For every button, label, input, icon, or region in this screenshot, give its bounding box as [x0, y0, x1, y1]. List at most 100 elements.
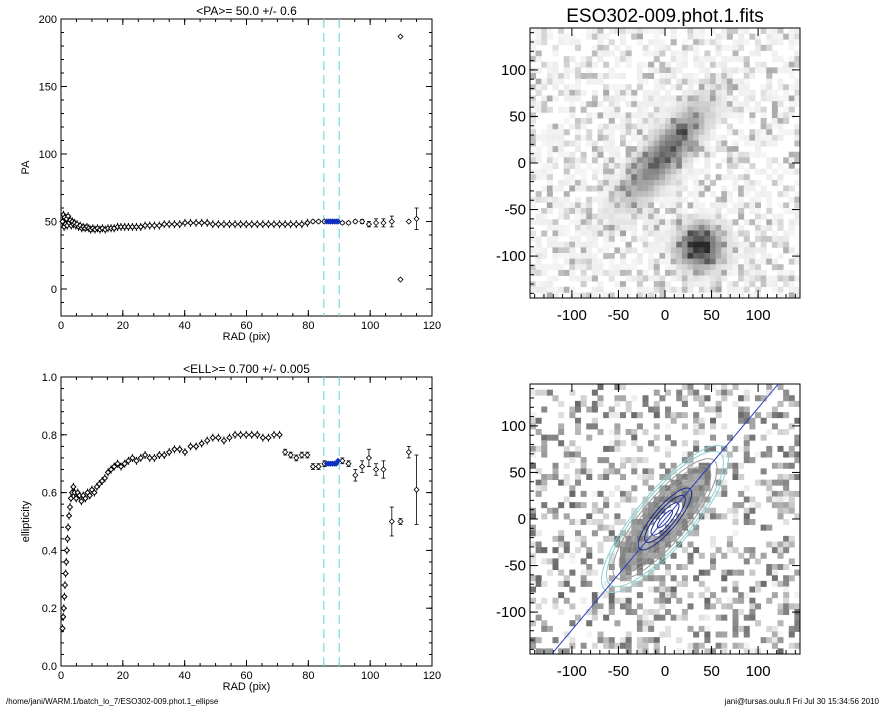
img-pixel — [777, 129, 784, 136]
res-pixel — [580, 395, 587, 402]
img-pixel — [546, 185, 553, 192]
res-pixel — [704, 603, 711, 610]
img-pixel — [636, 112, 643, 119]
img-pixel — [541, 286, 548, 293]
img-pixel — [591, 73, 598, 80]
img-pixel — [783, 275, 790, 282]
img-pixel — [558, 33, 565, 40]
res-pixel — [726, 547, 733, 554]
res-pixel — [788, 474, 795, 481]
img-pixel — [665, 286, 672, 293]
res-pixel — [580, 535, 587, 542]
img-pixel — [698, 146, 705, 153]
img-pixel — [777, 78, 784, 85]
res-pixel — [693, 496, 700, 503]
img-pixel — [631, 95, 638, 102]
res-pixel — [636, 474, 643, 481]
img-pixel — [681, 44, 688, 51]
img-pixel — [614, 264, 621, 271]
img-pixel — [620, 129, 627, 136]
ell-point — [365, 454, 372, 461]
img-pixel — [653, 78, 660, 85]
img-pixel — [603, 208, 610, 215]
res-pixel — [586, 580, 593, 587]
res-pixel — [569, 440, 576, 447]
img-pixel — [715, 112, 722, 119]
img-pixel — [681, 73, 688, 80]
img-pixel — [771, 118, 778, 125]
res-pixel — [693, 445, 700, 452]
res-pixel — [659, 592, 666, 599]
img-pixel — [721, 140, 728, 147]
res-pixel — [783, 485, 790, 492]
img-pixel — [631, 151, 638, 158]
img-pixel — [569, 253, 576, 260]
pa-xtick-label: 100 — [361, 320, 379, 332]
res-pixels — [530, 384, 801, 655]
img-pixel — [530, 129, 537, 136]
img-pixel — [738, 208, 745, 215]
img-pixel — [766, 191, 773, 198]
res-pixel — [591, 609, 598, 616]
res-pixel — [591, 614, 598, 621]
img-pixel — [670, 168, 677, 175]
res-pixel — [558, 535, 565, 542]
img-pixel — [704, 151, 711, 158]
img-pixel — [665, 101, 672, 108]
img-pixel — [670, 241, 677, 248]
img-pixel — [591, 185, 598, 192]
img-pixel — [726, 253, 733, 260]
ell-dense-point — [270, 431, 278, 439]
img-pixel — [575, 196, 582, 203]
res-pixel — [687, 519, 694, 526]
img-pixel — [552, 163, 559, 170]
img-pixel — [665, 78, 672, 85]
ell-dense-point — [226, 434, 233, 441]
res-pixel — [665, 592, 672, 599]
img-pixel — [665, 202, 672, 209]
res-pixel — [569, 558, 576, 565]
res-pixel — [665, 597, 672, 604]
res-pixel — [535, 468, 542, 475]
img-pixel — [636, 123, 643, 130]
img-pixel — [541, 264, 548, 271]
img-pixel — [777, 213, 784, 220]
res-pixel — [591, 642, 598, 649]
res-pixel — [569, 502, 576, 509]
img-ytick-label: 50 — [509, 108, 526, 125]
img-pixel — [535, 247, 542, 254]
img-pixel — [698, 219, 705, 226]
img-pixel — [597, 208, 604, 215]
pa-point — [339, 219, 346, 226]
res-pixel — [530, 524, 537, 531]
img-pixel — [653, 269, 660, 276]
res-pixel — [614, 642, 621, 649]
img-pixel — [620, 118, 627, 125]
img-pixel — [625, 264, 632, 271]
res-pixel — [631, 547, 638, 554]
img-pixel — [642, 208, 649, 215]
res-pixel — [670, 479, 677, 486]
img-pixel — [597, 78, 604, 85]
img-pixel — [586, 241, 593, 248]
img-pixel — [732, 269, 739, 276]
img-pixel — [676, 67, 683, 74]
img-ytick-label: -50 — [504, 202, 526, 219]
res-pixel — [670, 530, 677, 537]
img-pixel — [755, 202, 762, 209]
res-pixel — [670, 462, 677, 469]
img-pixel — [704, 236, 711, 243]
img-pixel — [580, 61, 587, 68]
img-pixel — [766, 275, 773, 282]
img-pixel — [642, 28, 649, 35]
res-pixel — [636, 524, 643, 531]
img-pixel — [620, 95, 627, 102]
res-pixel — [558, 609, 565, 616]
img-pixel — [676, 118, 683, 125]
res-pixel — [715, 490, 722, 497]
res-pixel — [642, 541, 649, 548]
img-pixel — [687, 174, 694, 181]
img-pixel — [597, 202, 604, 209]
img-pixel — [760, 44, 767, 51]
res-pixel — [743, 395, 750, 402]
